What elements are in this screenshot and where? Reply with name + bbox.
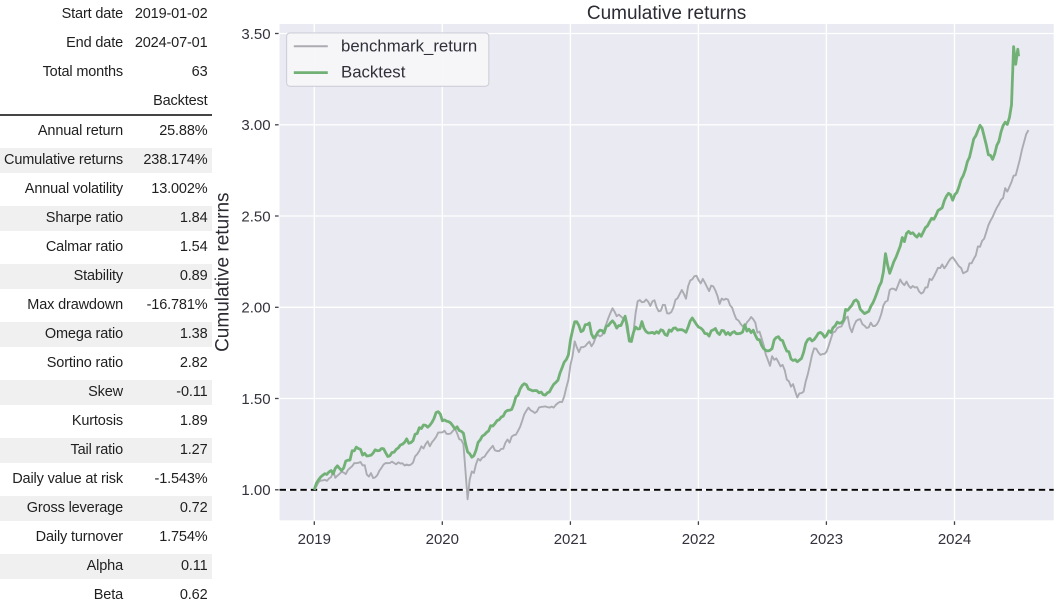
svg-text:1.00: 1.00 [241, 482, 270, 499]
svg-text:2021: 2021 [554, 531, 587, 548]
svg-text:2.50: 2.50 [241, 208, 270, 225]
svg-text:Backtest: Backtest [341, 63, 406, 82]
svg-text:3.00: 3.00 [241, 117, 270, 134]
svg-text:2024: 2024 [938, 531, 971, 548]
svg-text:2020: 2020 [426, 531, 459, 548]
svg-text:2019: 2019 [298, 531, 331, 548]
svg-text:3.50: 3.50 [241, 26, 270, 43]
svg-text:2.00: 2.00 [241, 300, 270, 317]
svg-text:Cumulative returns: Cumulative returns [587, 3, 746, 24]
svg-text:2023: 2023 [810, 531, 843, 548]
svg-text:2022: 2022 [682, 531, 715, 548]
svg-text:benchmark_return: benchmark_return [341, 36, 477, 55]
svg-text:Cumulative returns: Cumulative returns [212, 192, 233, 351]
svg-text:1.50: 1.50 [241, 391, 270, 408]
